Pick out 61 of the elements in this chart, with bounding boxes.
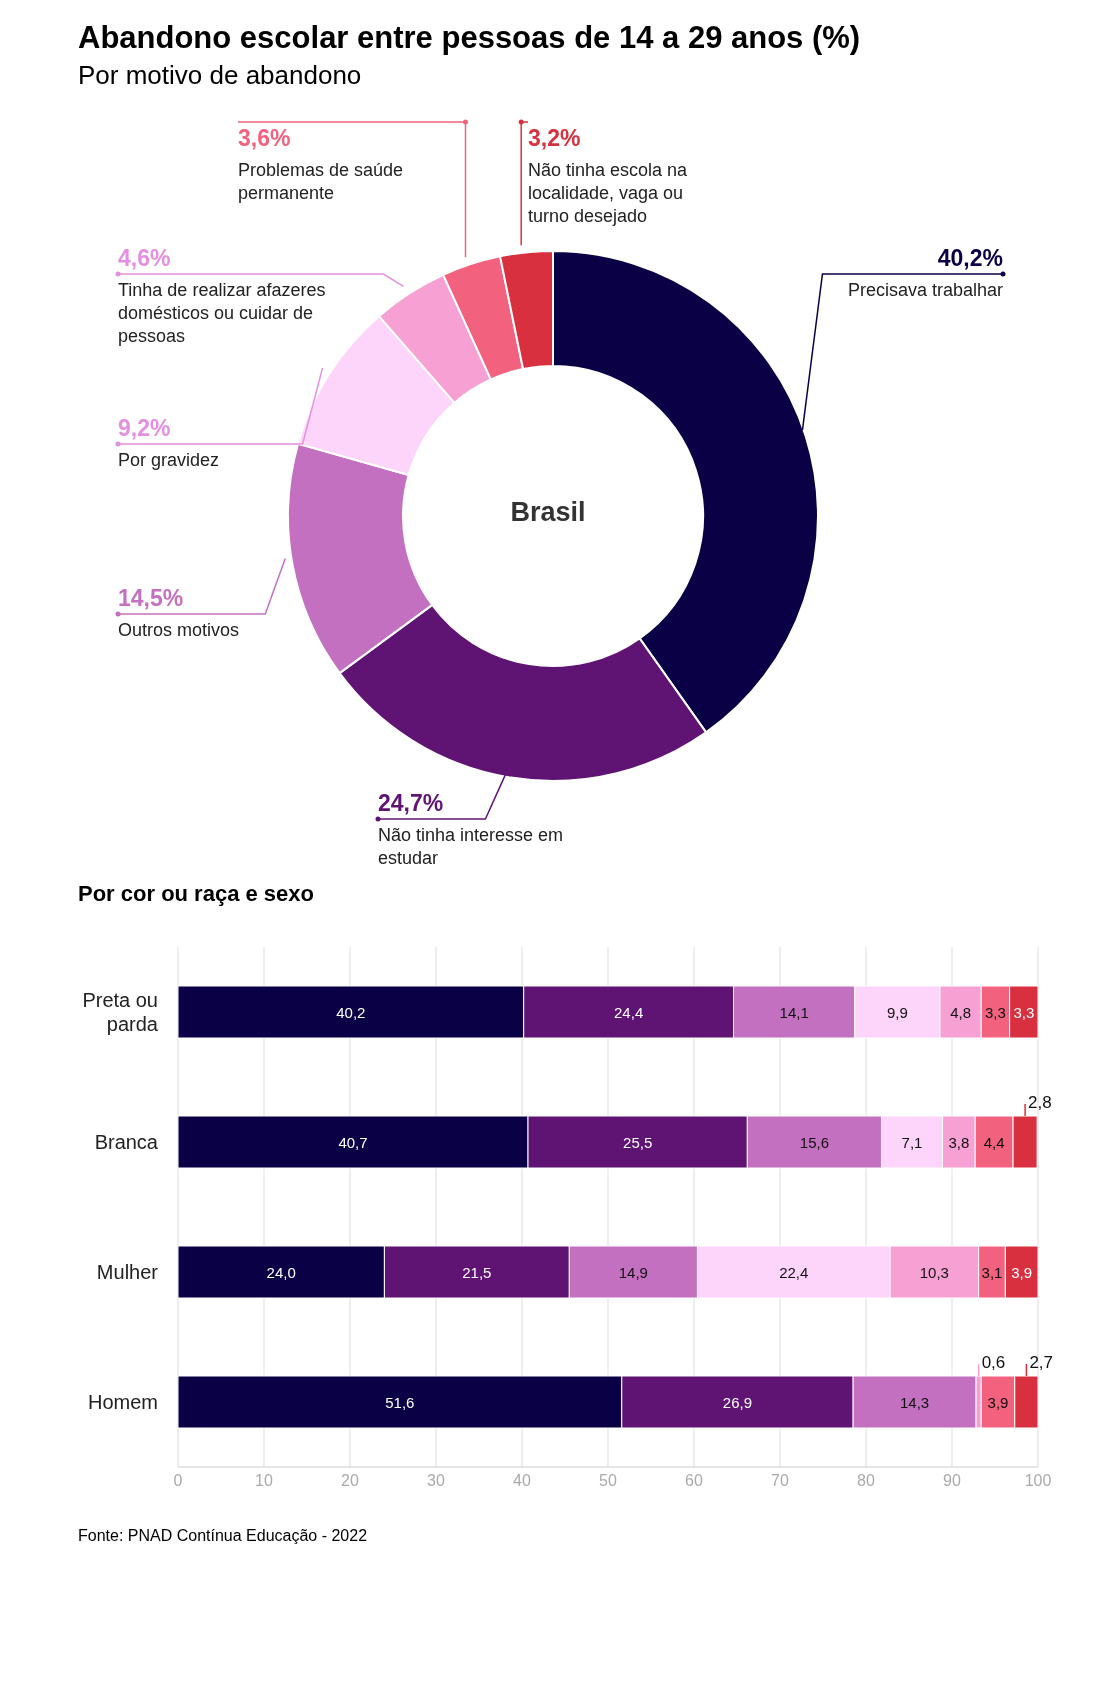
chart-subtitle: Por motivo de abandono bbox=[78, 60, 363, 91]
data-label: 4,8 bbox=[950, 1004, 972, 1021]
data-label: 3,3 bbox=[1013, 1004, 1035, 1021]
data-label: 40,7 bbox=[338, 1134, 368, 1151]
data-label: 26,9 bbox=[722, 1394, 753, 1411]
data-label: 4,6% bbox=[118, 245, 171, 271]
data-label: 40,2 bbox=[336, 1004, 366, 1021]
chart-title: Por cor ou raça e sexo bbox=[78, 881, 315, 907]
y-tick-label: Preta ou parda bbox=[82, 989, 159, 1035]
y-tick-label: Homem bbox=[87, 1391, 158, 1413]
data-label: 3,1 bbox=[981, 1264, 1003, 1281]
x-tick-label: 80 bbox=[857, 1472, 875, 1490]
chart-title: Abandono escolar entre pessoas de 14 a 29 anos (%) bbox=[78, 20, 862, 56]
data-label: 2,8 bbox=[1028, 1093, 1052, 1112]
x-tick-label: 40 bbox=[513, 1472, 531, 1490]
x-tick-label: 0 bbox=[173, 1472, 183, 1490]
x-tick-label: 90 bbox=[943, 1472, 961, 1490]
data-label: 21,5 bbox=[462, 1264, 492, 1281]
data-label: 4,4 bbox=[983, 1134, 1005, 1151]
slice-label: Problemas de saúde permanente bbox=[238, 160, 404, 203]
data-label: 15,6 bbox=[799, 1134, 829, 1151]
source-note: Fonte: PNAD Contínua Educação - 2022 bbox=[78, 1527, 369, 1545]
data-label: 3,2% bbox=[528, 125, 581, 151]
data-label: 51,6 bbox=[385, 1394, 415, 1411]
data-label: 3,8 bbox=[948, 1134, 970, 1151]
x-tick-label: 60 bbox=[685, 1472, 703, 1490]
slice-label: Não tinha escola na localidade, vaga ou turno desejado bbox=[528, 160, 689, 226]
data-label: 14,1 bbox=[779, 1004, 809, 1021]
data-label: 24,7% bbox=[378, 790, 444, 816]
data-label: 7,1 bbox=[901, 1134, 923, 1151]
data-label: 3,6% bbox=[238, 125, 291, 151]
data-label: 22,4 bbox=[779, 1264, 809, 1281]
data-label: 10,3 bbox=[919, 1264, 949, 1281]
data-label: 9,9 bbox=[886, 1004, 908, 1021]
data-label: 14,3 bbox=[899, 1394, 930, 1411]
data-label: 2,7 bbox=[1029, 1353, 1054, 1372]
data-label: 25,5 bbox=[623, 1134, 653, 1151]
data-label: 40,2% bbox=[937, 245, 1003, 271]
text: Brasil bbox=[510, 497, 586, 527]
data-label: 0,6 bbox=[981, 1353, 1006, 1372]
slice-label: Precisava trabalhar bbox=[847, 280, 1003, 300]
data-label: 3,9 bbox=[987, 1394, 1009, 1411]
slice-label: Não tinha interesse em estudar bbox=[378, 825, 564, 868]
x-tick-label: 70 bbox=[771, 1472, 789, 1490]
y-tick-label: Branca bbox=[94, 1131, 159, 1153]
slice-label: Tinha de realizar afazeres domésticos ou cuidar de pessoas bbox=[118, 280, 326, 346]
data-label: 9,2% bbox=[118, 415, 171, 441]
data-label: 14,5% bbox=[118, 585, 184, 611]
x-tick-label: 50 bbox=[599, 1472, 617, 1490]
x-tick-label: 10 bbox=[255, 1472, 273, 1490]
y-tick-label: Mulher bbox=[96, 1261, 159, 1283]
slice-label: Por gravidez bbox=[118, 450, 220, 470]
data-label: 14,9 bbox=[618, 1264, 648, 1281]
x-tick-label: 20 bbox=[341, 1472, 359, 1490]
slice-label: Outros motivos bbox=[118, 620, 240, 640]
x-tick-label: 30 bbox=[427, 1472, 445, 1490]
data-label: 3,9 bbox=[1011, 1264, 1033, 1281]
data-label: 24,4 bbox=[614, 1004, 644, 1021]
data-label: 3,3 bbox=[985, 1004, 1006, 1021]
x-tick-label: 100 bbox=[1024, 1472, 1052, 1490]
data-label: 24,0 bbox=[266, 1264, 296, 1281]
